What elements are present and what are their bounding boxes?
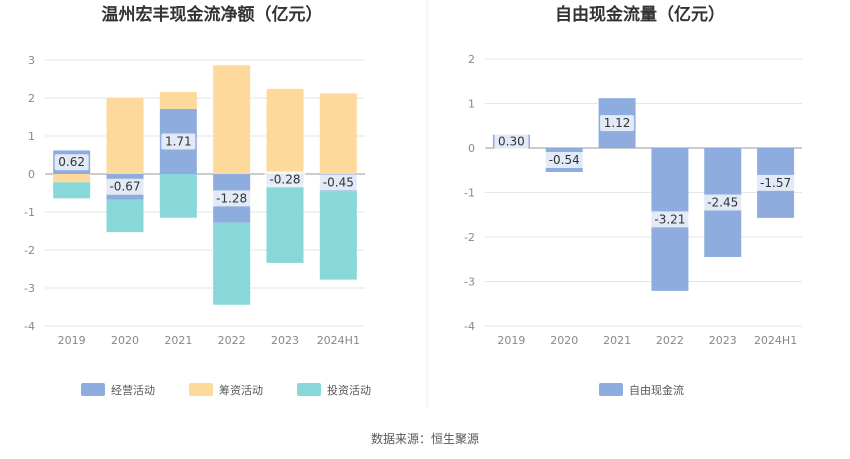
data-label: -0.28	[269, 172, 300, 186]
data-label: 0.62	[58, 155, 85, 169]
data-label: -0.67	[109, 180, 140, 194]
legend-label: 投资活动	[327, 383, 371, 397]
y-tick-label: 1	[468, 98, 475, 111]
data-label: -0.54	[549, 153, 580, 167]
data-label-bg	[755, 174, 797, 191]
y-tick-label: -4	[24, 320, 35, 333]
data-label: 1.12	[604, 116, 631, 130]
bar-3-2021	[159, 174, 197, 218]
x-tick-label: 2022	[218, 334, 246, 347]
x-tick-label: 2019	[58, 334, 86, 347]
data-label: -3.21	[654, 212, 685, 226]
legend-swatch	[599, 383, 623, 396]
data-label-bg	[649, 211, 691, 228]
cash-flow-net-legend: 经营活动 筹资活动 投资活动	[81, 383, 371, 397]
legend-swatch	[189, 383, 213, 396]
bar-3-2024H1	[319, 191, 357, 280]
bar-2-2021	[159, 91, 197, 110]
legend-swatch	[297, 383, 321, 396]
data-label-bg	[600, 115, 635, 132]
x-tick-label: 2022	[656, 334, 684, 347]
y-tick-label: -2	[464, 231, 475, 244]
data-label: -1.57	[760, 176, 791, 190]
bar-2-2020	[106, 98, 144, 174]
data-label-bg	[264, 171, 306, 188]
bar-2-2024H1	[319, 93, 357, 174]
bar-3-2019	[53, 182, 91, 199]
y-tick-label: -4	[464, 320, 475, 333]
bar-2-2023	[266, 88, 304, 174]
x-tick-label: 2021	[603, 334, 631, 347]
data-label: 1.71	[165, 135, 192, 149]
y-tick-label: -1	[24, 206, 35, 219]
legend-label: 筹资活动	[219, 383, 263, 397]
x-tick-label: 2019	[497, 334, 525, 347]
bar-2-2022	[213, 65, 251, 174]
data-label-bg	[543, 152, 585, 169]
legend-label: 自由现金流	[629, 383, 684, 397]
cash-flow-net-chart: 3 2 1 0 -1 -2 -3 -4 2019 2020 2021 2022 2023 2024H1 0.…	[24, 54, 365, 347]
data-label: -0.45	[323, 176, 354, 190]
data-label-bg	[104, 178, 146, 195]
x-tick-label: 2023	[709, 334, 737, 347]
data-label: -1.28	[216, 191, 247, 205]
y-tick-label: 2	[28, 92, 35, 105]
data-label-bg	[702, 194, 744, 211]
y-tick-label: -1	[464, 187, 475, 200]
y-tick-label: 0	[28, 168, 35, 181]
data-label: 0.30	[498, 134, 525, 148]
y-tick-label: 0	[468, 142, 475, 155]
x-tick-label: 2020	[550, 334, 578, 347]
chart-title-free-cash-flow: 自由现金流量（亿元）	[555, 4, 725, 25]
chart-title-cash-flow-net: 温州宏丰现金流净额（亿元）	[102, 4, 323, 25]
y-tick-label: -3	[24, 282, 35, 295]
legend-label: 经营活动	[111, 383, 155, 397]
bar-3-2020	[106, 199, 144, 233]
x-tick-label: 2024H1	[754, 334, 797, 347]
data-label-bg	[211, 190, 253, 207]
free-cash-flow-legend: 自由现金流	[599, 383, 684, 397]
data-label-bg	[54, 154, 89, 171]
y-tick-label: -3	[464, 276, 475, 289]
x-tick-label: 2024H1	[317, 334, 360, 347]
free-cash-flow-chart: 2 1 0 -1 -2 -3 -4 2019 2020 2021 2022 2023 2024H1 0.3…	[464, 53, 802, 347]
bar-3-2022	[213, 222, 251, 305]
data-label: -2.45	[707, 196, 738, 210]
x-tick-label: 2021	[164, 334, 192, 347]
y-tick-label: 1	[28, 130, 35, 143]
bar-2-2019	[53, 174, 91, 183]
data-label-bg	[317, 174, 359, 191]
y-tick-label: 3	[28, 54, 35, 67]
data-label-bg	[161, 133, 196, 150]
y-tick-label: -2	[24, 244, 35, 257]
data-label-bg	[494, 133, 529, 150]
bar-3-2023	[266, 184, 304, 263]
legend-swatch	[81, 383, 105, 396]
data-source-note: 数据来源：恒生聚源	[371, 431, 479, 446]
y-tick-label: 2	[468, 53, 475, 66]
x-tick-label: 2020	[111, 334, 139, 347]
x-tick-label: 2023	[271, 334, 299, 347]
